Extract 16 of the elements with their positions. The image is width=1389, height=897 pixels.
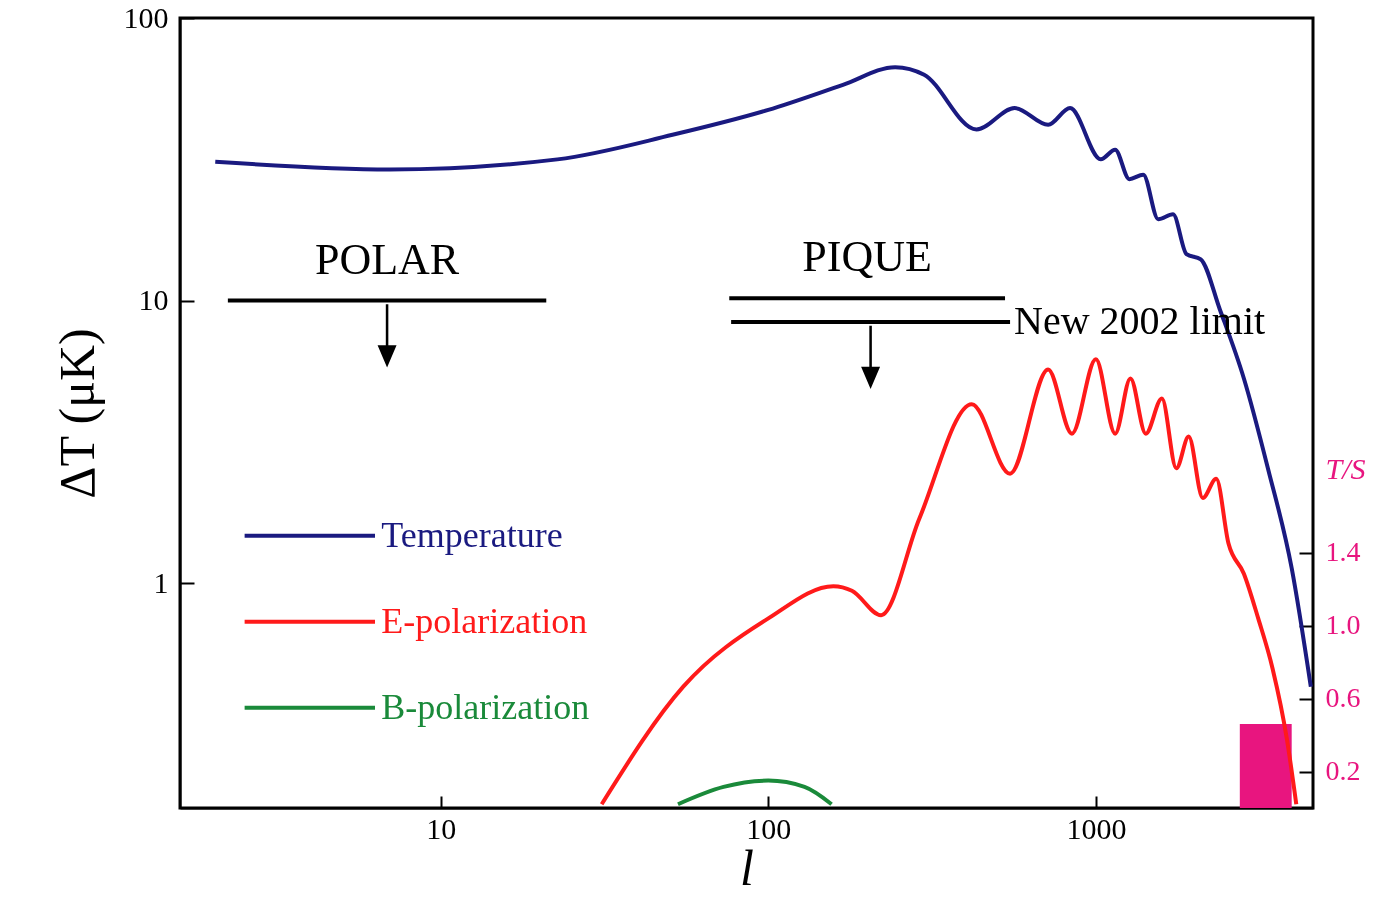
legend-label: E-polarization: [381, 600, 588, 641]
legend-label: B-polarization: [381, 686, 590, 727]
y2-tick-label: 1.0: [1325, 609, 1361, 641]
y-tick-label: 1: [153, 565, 169, 599]
y2-tick-label: 0.6: [1325, 682, 1361, 714]
y2-axis-title: T/S: [1325, 451, 1366, 485]
y-axis-title: ΔT (μK): [48, 328, 105, 499]
y2-tick-label: 1.4: [1325, 536, 1361, 568]
legend-label: Temperature: [381, 514, 563, 555]
x-tick-label: 1000: [1066, 811, 1127, 845]
x-tick-label: 10: [426, 811, 457, 845]
y-tick-label: 100: [123, 0, 169, 34]
y-tick-label: 10: [138, 283, 169, 317]
series-label: POLAR: [314, 234, 460, 284]
y2-tick-label: 0.2: [1325, 755, 1361, 787]
series-label: PIQUE: [802, 232, 932, 282]
